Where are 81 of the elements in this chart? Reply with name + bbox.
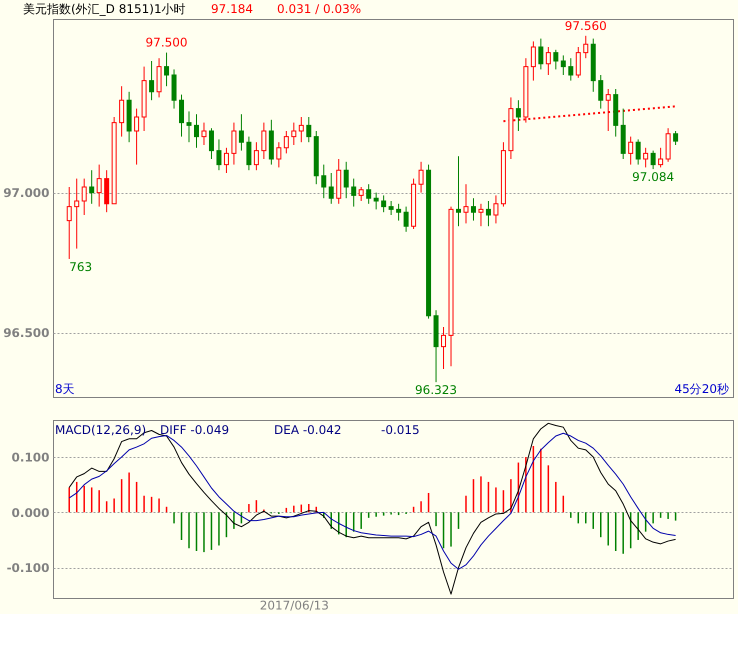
candlestick bbox=[119, 86, 124, 138]
candlestick bbox=[284, 130, 289, 154]
candlestick bbox=[82, 178, 87, 216]
candlestick bbox=[576, 46, 581, 78]
candlestick bbox=[194, 114, 199, 148]
candlestick bbox=[628, 136, 634, 166]
candlestick bbox=[516, 100, 521, 132]
candlestick bbox=[418, 161, 424, 194]
annotation: 97.084 bbox=[632, 170, 674, 184]
candlestick bbox=[89, 170, 94, 204]
candlestick bbox=[358, 186, 364, 202]
candlestick bbox=[321, 164, 326, 199]
candlestick bbox=[583, 35, 588, 59]
candlestick bbox=[291, 122, 296, 146]
candlestick bbox=[463, 184, 468, 224]
annotation: 96.323 bbox=[415, 383, 458, 398]
candlestick bbox=[530, 40, 536, 82]
annotation: -0.015 bbox=[381, 423, 420, 437]
text: 0.031 / 0.03% bbox=[277, 2, 362, 16]
annotation: DIFF -0.049 bbox=[160, 423, 230, 437]
candlestick bbox=[231, 122, 236, 166]
candlestick bbox=[493, 194, 498, 224]
candlestick bbox=[456, 156, 462, 227]
candlestick bbox=[306, 116, 312, 143]
candlestick bbox=[344, 161, 349, 199]
candlestick bbox=[568, 58, 574, 82]
annotation: DEA -0.042 bbox=[274, 423, 342, 437]
candlestick bbox=[470, 198, 476, 222]
candlestick bbox=[381, 194, 386, 213]
candlestick bbox=[560, 54, 566, 76]
candlestick bbox=[374, 192, 379, 210]
candlestick bbox=[328, 172, 334, 204]
candlestick bbox=[74, 178, 80, 250]
candlestick bbox=[298, 116, 304, 143]
candlestick bbox=[538, 38, 544, 70]
annotation: 97.500 bbox=[146, 36, 188, 50]
chart-title: MACD(12,26,9) bbox=[55, 423, 146, 437]
candlestick bbox=[261, 122, 266, 160]
candlestick bbox=[134, 108, 140, 166]
candlestick bbox=[673, 130, 678, 146]
candlestick bbox=[366, 184, 372, 204]
y-tick-label: 97.000 bbox=[3, 186, 50, 200]
candlestick bbox=[598, 74, 604, 110]
y-tick-label: 0.100 bbox=[12, 450, 50, 465]
candlestick bbox=[441, 326, 446, 370]
y-tick-label: 0.000 bbox=[12, 506, 50, 520]
candlestick bbox=[478, 203, 484, 227]
candlestick bbox=[246, 136, 252, 171]
candlestick bbox=[276, 142, 282, 168]
candlestick bbox=[486, 200, 491, 227]
candlestick bbox=[149, 60, 154, 101]
candlestick bbox=[179, 94, 184, 138]
x-tick-label: 2017/06/13 bbox=[260, 598, 329, 612]
annotation: 45分20秒 bbox=[674, 382, 729, 396]
y-tick-label: -0.100 bbox=[6, 561, 50, 576]
candlestick bbox=[224, 147, 229, 174]
chart-title: 美元指数(外汇_D 8151)1小时 bbox=[23, 2, 186, 16]
candlestick bbox=[546, 46, 551, 76]
candlestick bbox=[254, 142, 259, 171]
candlestick bbox=[643, 147, 648, 168]
candlestick bbox=[201, 122, 206, 146]
candlestick bbox=[186, 110, 192, 143]
candlestick bbox=[636, 138, 641, 166]
annotation: 97.560 bbox=[564, 18, 607, 33]
candlestick bbox=[216, 138, 222, 171]
candlestick bbox=[658, 147, 664, 168]
candlestick bbox=[208, 128, 214, 160]
candlestick bbox=[388, 200, 394, 216]
candlestick bbox=[553, 49, 558, 70]
y-tick-label: 96.500 bbox=[3, 326, 50, 340]
candlestick bbox=[404, 206, 409, 232]
text: 97.184 bbox=[211, 2, 253, 16]
annotation: 8天 bbox=[55, 382, 75, 396]
annotation: 763 bbox=[69, 260, 92, 274]
candlestick bbox=[66, 186, 72, 260]
candlestick bbox=[351, 178, 356, 208]
candlestick bbox=[238, 114, 244, 152]
candlestick bbox=[96, 164, 102, 208]
candlestick bbox=[164, 52, 170, 87]
candlestick bbox=[650, 150, 656, 170]
candlestick bbox=[396, 203, 402, 222]
